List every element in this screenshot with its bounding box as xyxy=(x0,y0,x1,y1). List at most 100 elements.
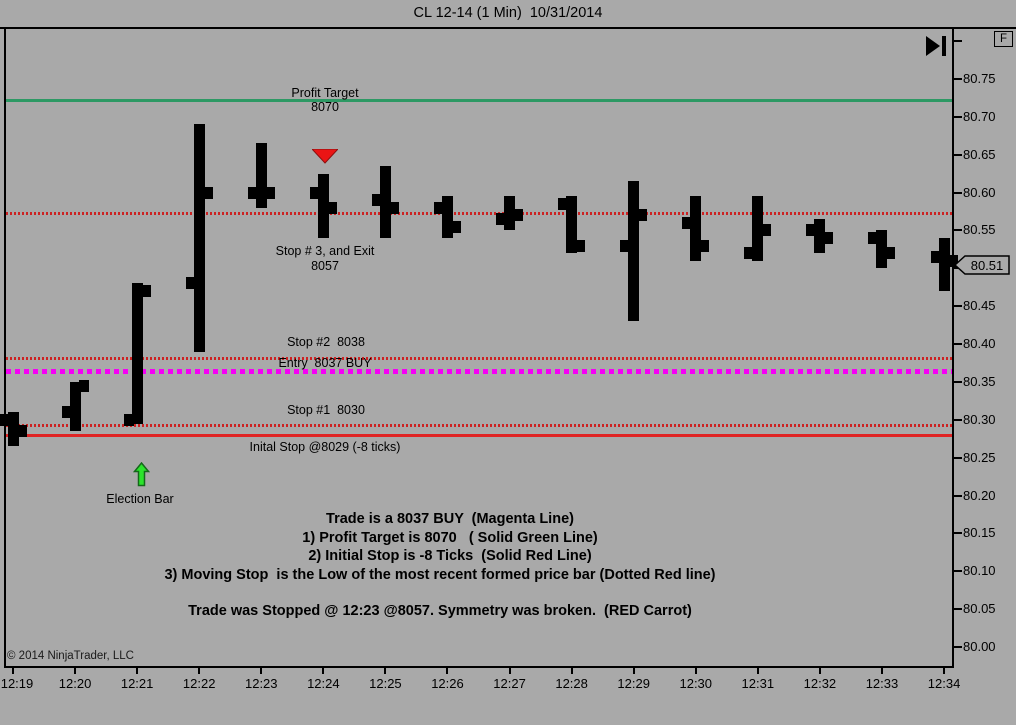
price-axis-tick xyxy=(954,153,962,156)
price-axis-label: 80.65 xyxy=(963,146,996,162)
price-bar xyxy=(814,219,826,254)
time-axis-label: 12:27 xyxy=(493,676,526,691)
price-axis-tick xyxy=(954,305,962,308)
time-axis-tick xyxy=(508,668,511,674)
stop2-label: Stop #2 8038 xyxy=(287,335,365,349)
time-axis-label: 12:28 xyxy=(555,676,588,691)
time-axis-tick xyxy=(322,668,325,674)
price-axis-label: 80.75 xyxy=(963,71,996,87)
time-axis-label: 12:31 xyxy=(741,676,775,691)
stop1-line xyxy=(6,423,952,427)
price-bar-close-tick xyxy=(78,379,89,392)
time-axis-label: 12:19 xyxy=(0,676,34,691)
price-bar-close-tick xyxy=(202,186,213,199)
time-axis-tick xyxy=(446,668,449,674)
time-axis-label: 12:33 xyxy=(865,676,899,691)
price-bar-open-tick xyxy=(123,413,134,426)
price-bar-open-tick xyxy=(496,213,507,226)
price-bar xyxy=(690,196,702,261)
time-axis-label: 12:20 xyxy=(58,676,92,691)
time-axis-tick xyxy=(943,668,946,674)
time-axis-label: 12:29 xyxy=(617,676,650,691)
price-axis-tick xyxy=(954,570,962,573)
price-bar-close-tick xyxy=(761,224,772,237)
price-bar xyxy=(566,196,578,254)
plot-area-border xyxy=(4,29,954,668)
time-axis-tick xyxy=(260,668,263,674)
trade-note-2: 1) Profit Target is 8070 ( Solid Green L… xyxy=(302,530,598,546)
price-bar-open-tick xyxy=(806,224,817,237)
stop3-exit-price: 8057 xyxy=(311,259,339,273)
time-axis-label: 12:26 xyxy=(431,676,464,691)
price-axis-tick xyxy=(954,115,962,118)
initial-stop-label: Inital Stop @8029 (-8 ticks) xyxy=(249,440,401,454)
price-bar xyxy=(193,124,205,352)
price-bar-open-tick xyxy=(744,247,755,260)
initial-stop-line xyxy=(6,433,952,437)
price-bar-open-tick xyxy=(558,197,569,210)
price-axis-tick xyxy=(954,380,962,383)
price-bar xyxy=(7,412,19,447)
price-bar xyxy=(441,196,453,239)
trade-note-3: 2) Initial Stop is -8 Ticks (Solid Red L… xyxy=(308,548,592,564)
price-bar-close-tick xyxy=(264,186,275,199)
time-axis-tick xyxy=(756,668,759,674)
profit-target-line xyxy=(6,98,952,102)
price-bar-open-tick xyxy=(0,413,10,426)
price-axis-label: 80.45 xyxy=(963,298,996,314)
price-bar xyxy=(131,283,143,424)
price-bar xyxy=(504,196,516,231)
price-axis-tick xyxy=(954,78,962,81)
price-bar-close-tick xyxy=(885,247,896,260)
price-bar-open-tick xyxy=(433,201,444,214)
price-bar-open-tick xyxy=(247,186,258,199)
trade-note-5: Trade was Stopped @ 12:23 @8057. Symmetr… xyxy=(188,603,692,619)
trade-note-4: 3) Moving Stop is the Low of the most re… xyxy=(164,567,716,583)
price-bar-open-tick xyxy=(930,250,941,263)
fixed-scale-button[interactable]: F xyxy=(994,31,1013,47)
price-axis-tick xyxy=(954,608,962,611)
price-bar-open-tick xyxy=(868,232,879,245)
moving-stop-exit-line xyxy=(6,211,952,215)
price-bar xyxy=(317,173,329,239)
time-axis-label: 12:24 xyxy=(307,676,340,691)
go-to-last-bar-icon[interactable] xyxy=(926,35,952,57)
election-bar-arrow-icon xyxy=(133,462,150,487)
profit-target-label: Profit Target xyxy=(291,86,359,100)
price-bar-open-tick xyxy=(620,239,631,252)
price-bar-close-tick xyxy=(699,239,710,252)
price-bar-open-tick xyxy=(61,406,72,419)
time-axis-tick xyxy=(818,668,821,674)
stop1-label: Stop #1 8030 xyxy=(287,403,365,417)
price-axis-tick xyxy=(954,418,962,421)
price-bar-close-tick xyxy=(388,201,399,214)
price-axis-tick xyxy=(954,494,962,497)
price-axis-tick xyxy=(954,191,962,194)
time-axis-tick xyxy=(384,668,387,674)
time-axis-label: 12:21 xyxy=(120,676,154,691)
price-axis-label: 80.10 xyxy=(963,563,996,579)
time-axis-label: 12:34 xyxy=(927,676,961,691)
price-bar-close-tick xyxy=(575,239,586,252)
price-bar xyxy=(938,238,950,292)
price-bar xyxy=(255,143,267,208)
time-axis-tick xyxy=(632,668,635,674)
price-bar-close-tick xyxy=(637,209,648,222)
price-axis-tick xyxy=(954,229,962,232)
price-bar-open-tick xyxy=(371,194,382,207)
time-axis-tick xyxy=(136,668,139,674)
price-axis-label: 80.60 xyxy=(963,184,996,200)
price-bar-open-tick xyxy=(185,277,196,290)
time-axis-label: 12:22 xyxy=(182,676,216,691)
stop2-line xyxy=(6,356,952,360)
price-bar-close-tick xyxy=(140,285,151,298)
last-price-tag: 80.51 xyxy=(953,255,1012,275)
time-axis-tick xyxy=(694,668,697,674)
price-axis-label: 80.25 xyxy=(963,449,996,465)
price-bar xyxy=(752,196,764,261)
price-axis-tick xyxy=(954,343,962,346)
price-axis-label: 80.05 xyxy=(963,601,996,617)
time-axis-tick xyxy=(198,668,201,674)
